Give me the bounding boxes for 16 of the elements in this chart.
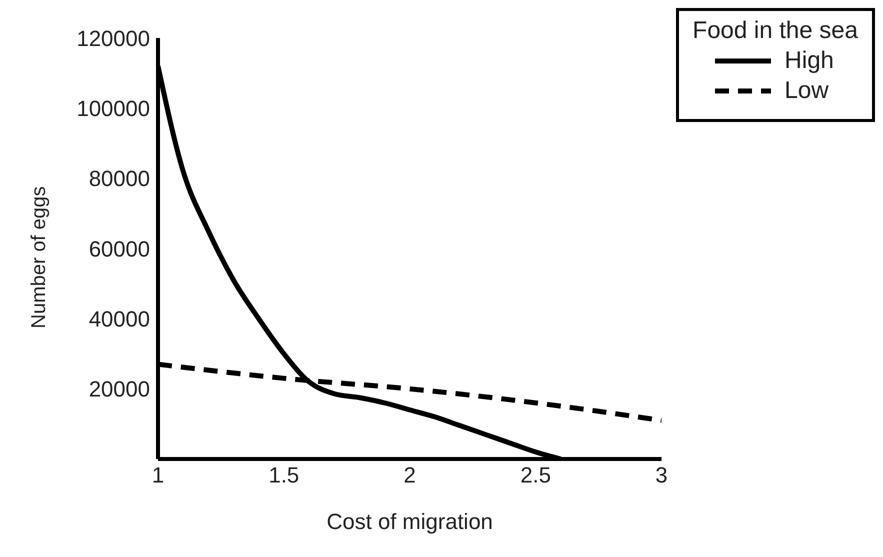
y-tick-label: 80000 — [88, 166, 150, 192]
x-tick-label: 1 — [152, 462, 164, 488]
legend-label: Low — [784, 77, 829, 105]
x-tick-label: 2 — [404, 462, 416, 488]
x-tick-label: 2.5 — [520, 462, 551, 488]
y-tick-label: 120000 — [76, 26, 150, 51]
x-axis-title: Cost of migration — [326, 509, 493, 534]
y-tick-label: 20000 — [88, 376, 150, 402]
y-tick-label: 60000 — [88, 236, 150, 262]
legend-label: High — [784, 47, 834, 75]
x-tick-label: 3 — [655, 462, 668, 488]
x-tick-label: 1.5 — [268, 462, 300, 488]
legend-title: Food in the sea — [692, 17, 858, 45]
y-axis-title: Number of eggs — [28, 186, 50, 328]
y-tick-label: 100000 — [76, 96, 150, 121]
y-tick-label: 40000 — [88, 306, 150, 332]
